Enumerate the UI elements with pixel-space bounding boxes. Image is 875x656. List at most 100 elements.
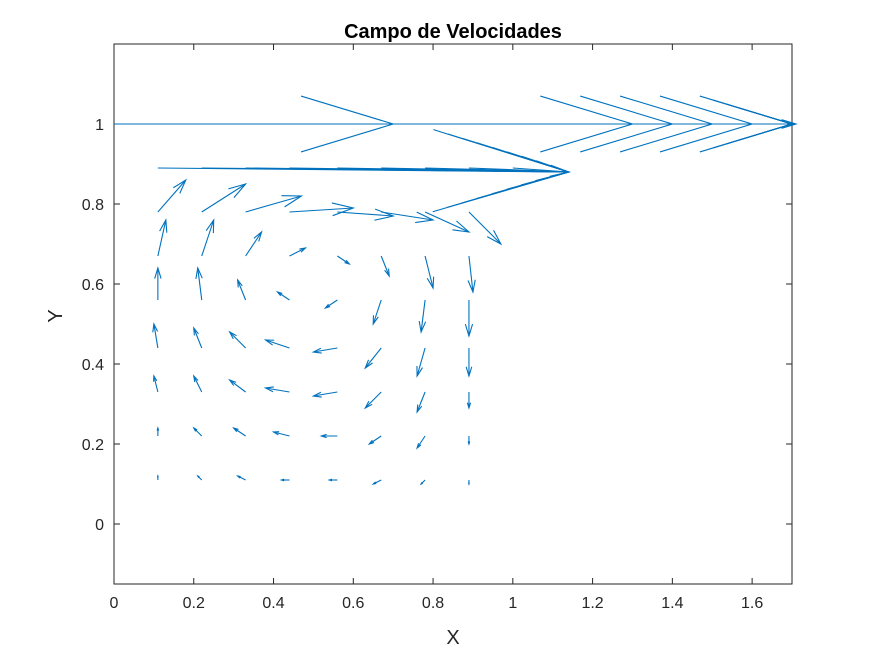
arrow-head — [235, 475, 241, 479]
arrow-head — [311, 347, 322, 354]
arrow-head — [486, 229, 503, 246]
arrow-shaft — [416, 435, 426, 449]
velocity-arrow — [153, 374, 159, 393]
arrow-shaft — [313, 391, 338, 397]
velocity-arrow — [236, 278, 247, 301]
velocity-arrow — [311, 347, 338, 354]
arrow-shaft — [416, 391, 426, 413]
arrow-head — [311, 391, 322, 398]
y-tick-label: 0.6 — [82, 277, 104, 294]
arrow-shaft — [468, 255, 474, 293]
arrow-shaft — [372, 299, 382, 325]
arrow-shaft — [265, 387, 290, 393]
velocity-arrow — [467, 436, 471, 446]
x-tick-label: 0.2 — [183, 595, 205, 612]
arrow-head — [156, 474, 159, 478]
velocity-arrow — [271, 431, 290, 437]
velocity-arrow — [193, 326, 203, 349]
arrow-head — [153, 374, 158, 382]
arrow-head — [364, 359, 373, 370]
arrow-shaft — [289, 247, 306, 257]
velocity-arrow — [464, 300, 474, 338]
arrow-shaft — [325, 299, 338, 309]
arrow-head — [232, 426, 239, 433]
arrow-head — [363, 400, 373, 410]
arrow-head — [205, 218, 215, 234]
arrow-head — [374, 208, 396, 221]
velocity-arrow — [371, 479, 382, 485]
arrow-shaft — [245, 195, 302, 213]
arrow-shaft — [197, 267, 203, 301]
velocity-arrow — [752, 119, 798, 129]
velocity-arrow — [263, 386, 290, 393]
arrow-shaft — [468, 211, 502, 245]
arrow-head — [228, 378, 237, 386]
velocity-arrow — [372, 299, 382, 326]
velocity-arrow — [465, 348, 473, 378]
arrow-head — [465, 366, 473, 378]
arrow-head — [418, 320, 427, 334]
arrow-head — [299, 247, 308, 253]
velocity-arrow — [468, 480, 470, 486]
arrow-head — [173, 178, 188, 194]
velocity-arrow — [419, 479, 426, 486]
arrow-head — [196, 474, 200, 478]
arrow-head — [468, 482, 470, 486]
arrow-head — [419, 482, 424, 486]
arrow-shaft — [193, 375, 203, 393]
x-tick-label: 1 — [508, 595, 517, 612]
y-tick-label: 0.2 — [82, 437, 104, 454]
velocity-arrow — [424, 255, 435, 290]
arrow-head — [192, 374, 199, 383]
arrow-head — [344, 259, 351, 266]
arrow-head — [426, 276, 435, 290]
arrow-shaft — [368, 435, 382, 445]
velocity-arrow — [381, 211, 435, 224]
arrow-head — [466, 402, 472, 410]
arrow-shaft — [201, 183, 246, 213]
velocity-arrow — [319, 433, 338, 439]
arrow-shaft — [237, 279, 247, 301]
velocity-arrow — [228, 330, 247, 349]
velocity-arrow — [289, 247, 308, 257]
arrow-shaft — [273, 431, 290, 437]
arrow-head — [549, 164, 571, 177]
arrow-shaft — [424, 255, 434, 289]
arrow-head — [467, 441, 471, 446]
velocity-arrow — [232, 426, 246, 437]
arrow-shaft — [157, 219, 167, 257]
velocity-arrow — [467, 255, 476, 294]
arrow-head — [228, 182, 248, 198]
arrow-head — [159, 218, 168, 233]
velocity-arrow — [245, 195, 304, 213]
arrow-shaft — [420, 299, 426, 333]
velocity-arrow — [424, 211, 471, 233]
y-axis-label: Y — [45, 309, 67, 322]
arrow-head — [331, 202, 356, 217]
arrow-shaft — [277, 291, 290, 301]
arrow-shaft — [512, 167, 569, 173]
velocity-arrow — [192, 426, 203, 437]
arrow-head — [781, 119, 798, 129]
velocity-arrow — [157, 178, 188, 213]
arrow-head — [281, 195, 304, 208]
arrow-shaft — [153, 323, 159, 349]
arrow-shaft — [153, 375, 159, 393]
velocity-arrow — [275, 290, 290, 301]
arrow-shaft — [265, 339, 290, 349]
arrow-head — [452, 220, 471, 233]
velocity-arrow — [235, 475, 246, 481]
y-axis: 0 0.2 0.4 0.6 0.8 1 — [82, 117, 792, 534]
velocity-arrow — [156, 426, 160, 436]
x-axis-label: X — [446, 627, 459, 649]
velocity-arrow — [192, 374, 203, 393]
velocity-arrow — [154, 266, 162, 300]
arrow-head — [415, 211, 435, 224]
velocity-arrow — [263, 339, 290, 349]
velocity-arrow — [380, 255, 390, 278]
velocity-arrow — [201, 218, 215, 257]
y-tick-label: 0.4 — [82, 357, 104, 374]
velocity-arrow — [416, 347, 426, 378]
velocity-arrow — [367, 435, 382, 446]
